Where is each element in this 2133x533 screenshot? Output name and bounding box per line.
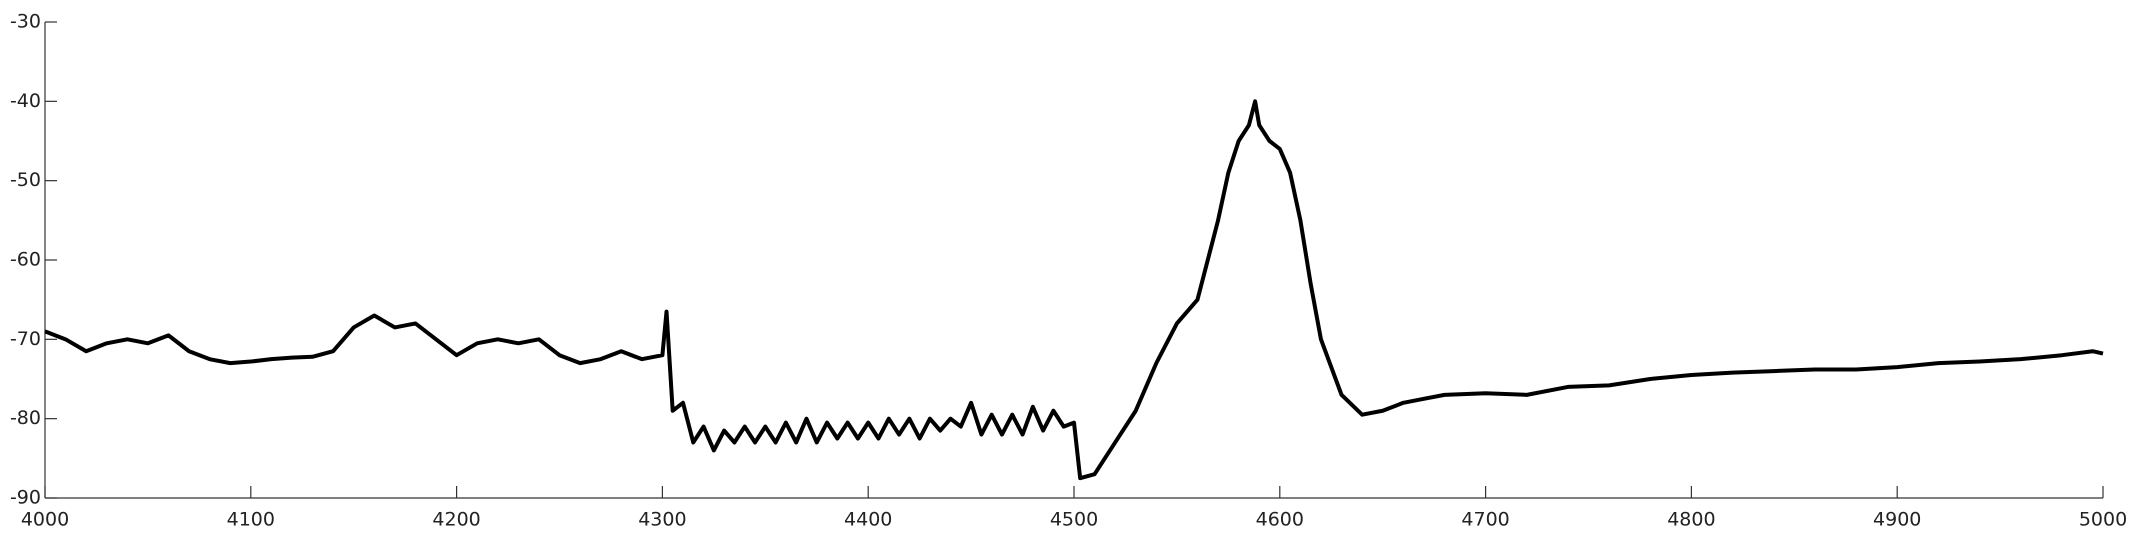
x-tick-label: 4300 xyxy=(638,509,686,531)
x-tick-label: 4100 xyxy=(227,509,275,531)
x-tick-label: 4600 xyxy=(1256,509,1304,531)
x-tick-label: 4900 xyxy=(1873,509,1921,531)
y-tick-label: -60 xyxy=(10,249,41,271)
x-tick-label: 4500 xyxy=(1050,509,1098,531)
x-tick-label: 4000 xyxy=(21,509,69,531)
y-tick-label: -90 xyxy=(10,487,41,509)
y-tick-label: -40 xyxy=(10,90,41,112)
y-tick-label: -70 xyxy=(10,328,41,350)
x-tick-label: 4400 xyxy=(844,509,892,531)
x-tick-label: 4200 xyxy=(432,509,480,531)
y-tick-label: -80 xyxy=(10,407,41,429)
x-tick-label: 4800 xyxy=(1667,509,1715,531)
y-tick-label: -30 xyxy=(10,11,41,33)
x-tick-label: 5000 xyxy=(2079,509,2127,531)
x-tick-label: 4700 xyxy=(1461,509,1509,531)
data-line xyxy=(44,99,2104,481)
y-tick-label: -50 xyxy=(10,169,41,191)
